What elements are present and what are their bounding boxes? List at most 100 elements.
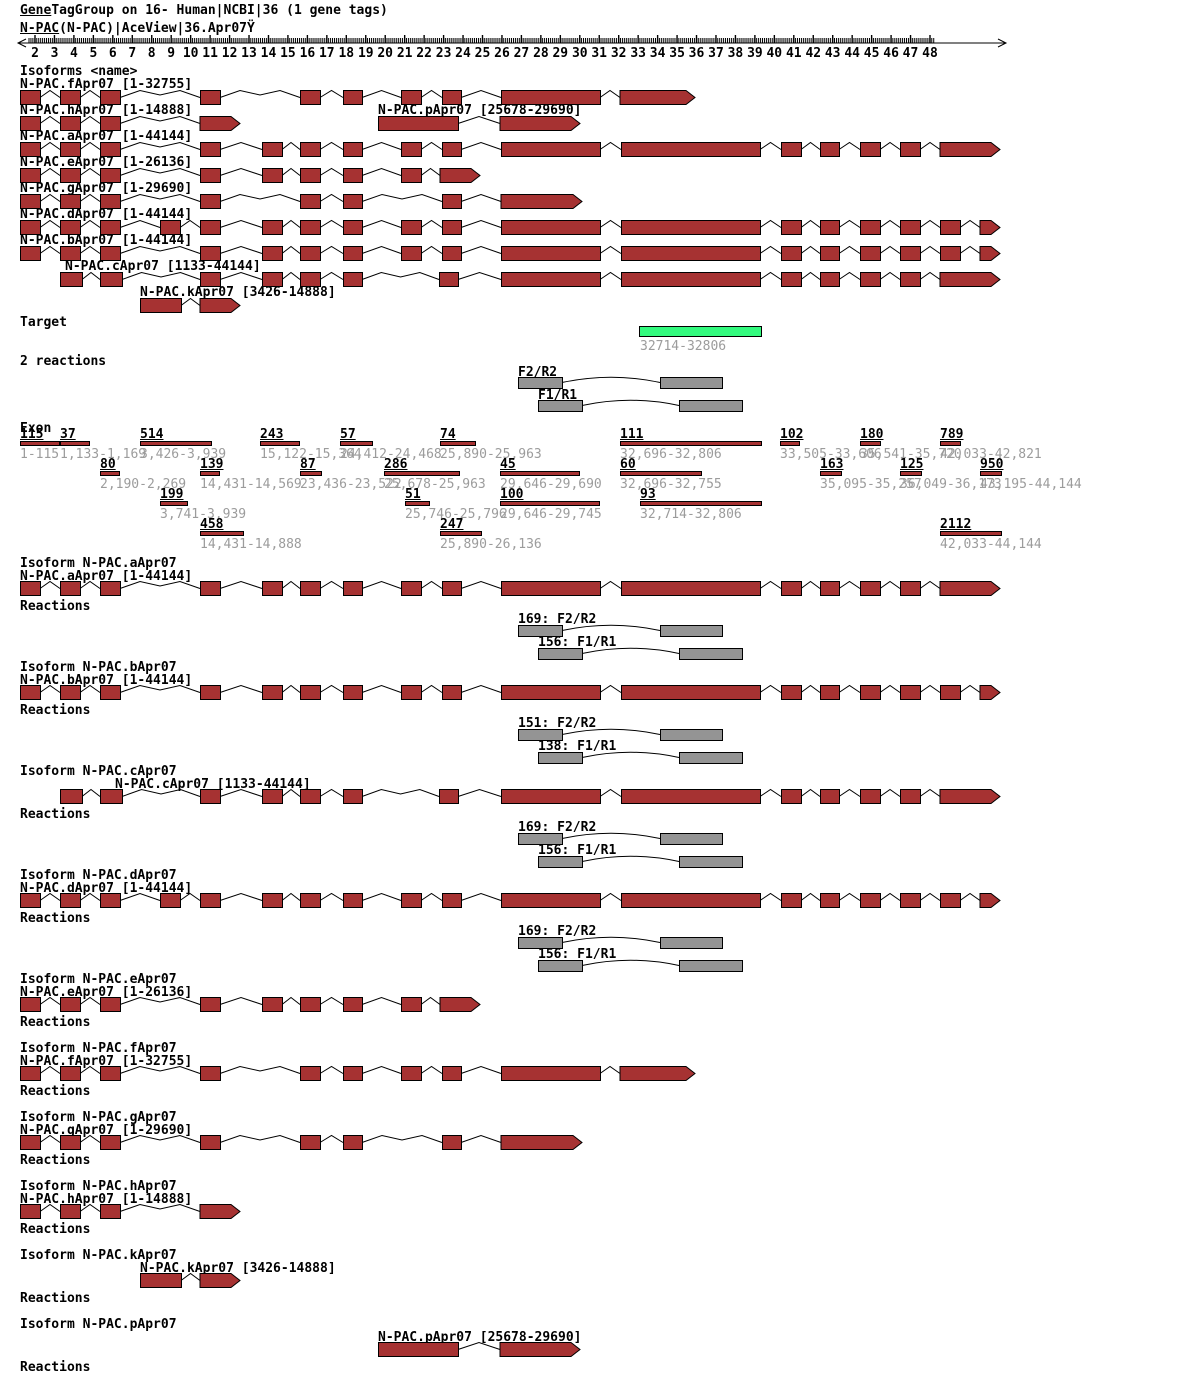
exon-bar[interactable]	[405, 501, 430, 506]
exon-box[interactable]	[820, 246, 840, 261]
exon-box[interactable]	[781, 685, 802, 700]
exon-box[interactable]	[262, 581, 283, 596]
primer-box[interactable]	[679, 400, 743, 412]
exon-box[interactable]	[781, 272, 802, 287]
exon-box[interactable]	[343, 1066, 363, 1081]
primer-box[interactable]	[660, 729, 723, 741]
exon-box[interactable]	[200, 246, 221, 261]
exon-box[interactable]	[60, 142, 81, 157]
exon-box[interactable]	[343, 581, 363, 596]
exon-box[interactable]	[20, 168, 41, 183]
exon-box[interactable]	[60, 581, 81, 596]
exon-box[interactable]	[343, 90, 363, 105]
primer-box[interactable]	[660, 937, 723, 949]
exon-box[interactable]	[621, 142, 761, 157]
exon-box[interactable]	[20, 581, 41, 596]
exon-box[interactable]	[401, 90, 422, 105]
exon-length-label[interactable]: 45	[500, 457, 516, 472]
exon-box[interactable]	[200, 997, 221, 1012]
exon-box[interactable]	[100, 272, 123, 287]
exon-box[interactable]	[820, 272, 840, 287]
exon-box[interactable]	[501, 90, 601, 105]
exon-length-label[interactable]: 243	[260, 427, 284, 442]
primer-box[interactable]	[538, 400, 583, 412]
exon-length-label[interactable]: 51	[405, 487, 421, 502]
exon-box[interactable]	[900, 685, 921, 700]
exon-box[interactable]	[439, 272, 459, 287]
exon-box[interactable]	[60, 90, 81, 105]
primer-box[interactable]	[538, 960, 583, 972]
exon-box[interactable]	[262, 789, 283, 804]
exon-box[interactable]	[820, 581, 840, 596]
exon-box[interactable]	[501, 789, 601, 804]
exon-box[interactable]	[60, 685, 81, 700]
terminal-exon-arrow[interactable]	[979, 220, 1001, 235]
exon-box[interactable]	[300, 1135, 321, 1150]
exon-box[interactable]	[300, 246, 321, 261]
exon-box[interactable]	[200, 685, 221, 700]
exon-box[interactable]	[300, 168, 321, 183]
exon-box[interactable]	[900, 220, 921, 235]
exon-box[interactable]	[100, 1135, 121, 1150]
exon-bar[interactable]	[940, 531, 1002, 536]
exon-bar[interactable]	[440, 441, 476, 446]
gene-model-svg[interactable]	[0, 1065, 1010, 1082]
exon-box[interactable]	[200, 789, 221, 804]
exon-box[interactable]	[60, 246, 81, 261]
exon-box[interactable]	[20, 90, 41, 105]
exon-box[interactable]	[820, 685, 840, 700]
exon-box[interactable]	[200, 194, 221, 209]
exon-box[interactable]	[621, 581, 761, 596]
exon-box[interactable]	[300, 893, 321, 908]
gene-model-svg[interactable]	[0, 219, 1010, 236]
exon-box[interactable]	[262, 272, 283, 287]
exon-box[interactable]	[300, 581, 321, 596]
exon-box[interactable]	[262, 893, 283, 908]
exon-box[interactable]	[262, 685, 283, 700]
exon-box[interactable]	[860, 581, 881, 596]
exon-box[interactable]	[200, 272, 221, 287]
isoform-name-label[interactable]: N-PAC.cApr07 [1133-44144]	[65, 259, 261, 274]
exon-length-label[interactable]: 93	[640, 487, 656, 502]
exon-bar[interactable]	[440, 531, 482, 536]
exon-box[interactable]	[860, 142, 881, 157]
exon-box[interactable]	[860, 246, 881, 261]
exon-box[interactable]	[442, 1135, 462, 1150]
exon-box[interactable]	[20, 685, 41, 700]
exon-box[interactable]	[501, 220, 601, 235]
isoform-name-label[interactable]: N-PAC.hApr07 [1-14888]	[20, 103, 193, 118]
exon-box[interactable]	[140, 1273, 182, 1288]
exon-length-label[interactable]: 80	[100, 457, 116, 472]
exon-bar[interactable]	[384, 471, 460, 476]
exon-box[interactable]	[401, 997, 422, 1012]
gene-model-svg[interactable]	[0, 1134, 1010, 1151]
exon-length-label[interactable]: 115	[20, 427, 44, 442]
exon-box[interactable]	[900, 142, 921, 157]
exon-box[interactable]	[100, 142, 121, 157]
terminal-exon-arrow[interactable]	[979, 893, 1001, 908]
exon-box[interactable]	[20, 246, 41, 261]
terminal-exon-arrow[interactable]	[500, 1135, 583, 1150]
exon-box[interactable]	[940, 246, 961, 261]
exon-box[interactable]	[401, 220, 422, 235]
exon-box[interactable]	[200, 168, 221, 183]
exon-box[interactable]	[621, 789, 761, 804]
terminal-exon-arrow[interactable]	[199, 298, 241, 313]
exon-box[interactable]	[442, 194, 462, 209]
primer-box[interactable]	[518, 729, 563, 741]
primer-box[interactable]	[538, 856, 583, 868]
exon-box[interactable]	[343, 685, 363, 700]
gene-model-svg[interactable]	[0, 297, 1010, 314]
exon-bar[interactable]	[620, 471, 702, 476]
exon-box[interactable]	[781, 581, 802, 596]
exon-length-label[interactable]: 286	[384, 457, 408, 472]
exon-box[interactable]	[100, 90, 121, 105]
exon-bar[interactable]	[500, 501, 600, 506]
exon-bar[interactable]	[260, 441, 300, 446]
exon-box[interactable]	[621, 220, 761, 235]
exon-box[interactable]	[501, 581, 601, 596]
exon-bar[interactable]	[780, 441, 800, 446]
exon-box[interactable]	[20, 194, 41, 209]
exon-bar[interactable]	[900, 471, 922, 476]
exon-bar[interactable]	[160, 501, 188, 506]
